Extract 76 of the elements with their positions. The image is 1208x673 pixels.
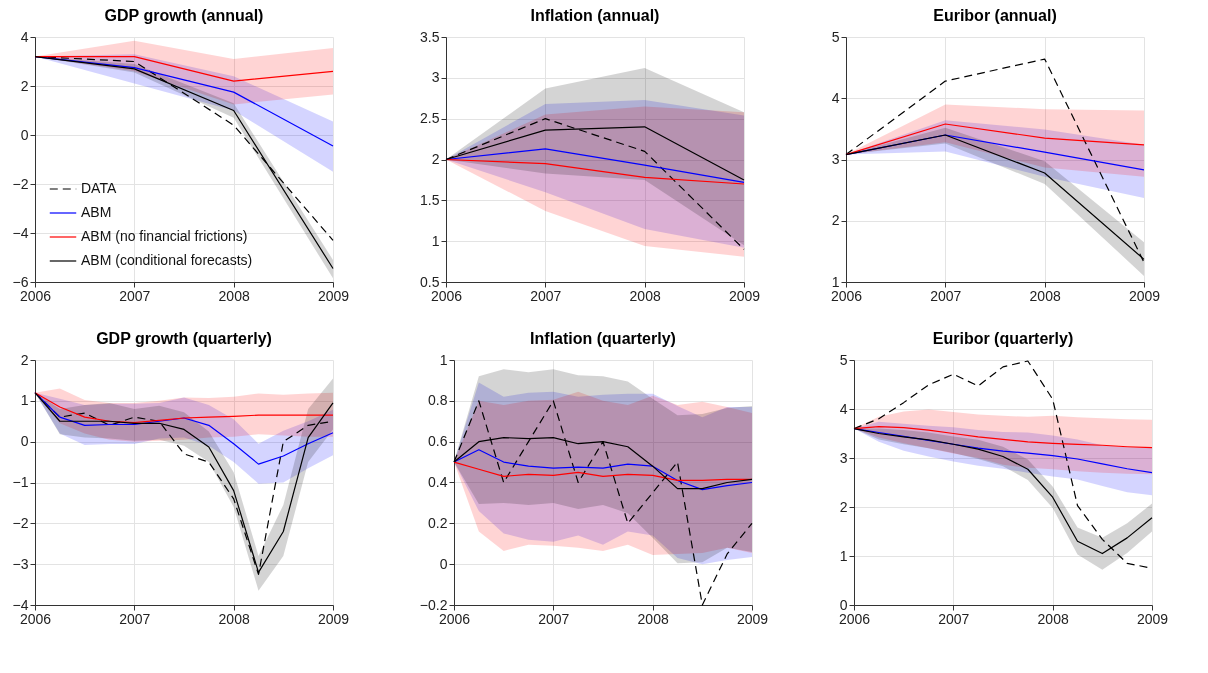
- y-tick-label: 3: [831, 151, 840, 167]
- x-tick-label: 2006: [838, 610, 871, 627]
- y-tick-label: 0: [439, 555, 448, 572]
- x-tick-label: 2006: [19, 610, 52, 627]
- y-tick-label: 0.8: [428, 392, 448, 409]
- y-tick-label: 0: [20, 433, 29, 450]
- chart-title: Inflation (quarterly): [530, 330, 676, 347]
- x-tick-label: 2007: [538, 610, 570, 627]
- y-tick-label: 4: [839, 400, 848, 417]
- y-tick-label: 2: [839, 498, 848, 515]
- line-series: [845, 123, 1145, 156]
- y-tick-label: 4: [831, 89, 840, 106]
- x-tick-label: 2009: [317, 287, 350, 304]
- y-tick-label: 0.2: [428, 514, 448, 531]
- chart-title: Euribor (annual): [933, 7, 1057, 24]
- y-tick-label: 3: [431, 69, 440, 86]
- x-tick-label: 2007: [119, 287, 151, 304]
- x-tick-label: 2006: [830, 287, 863, 304]
- y-tick-label: 0: [839, 596, 848, 613]
- y-tick-label: −2: [12, 514, 29, 531]
- x-tick-label: 2006: [19, 287, 52, 304]
- y-tick-label: 1: [839, 547, 848, 564]
- x-tick-label: 2009: [1136, 610, 1169, 627]
- x-tick-label: 2009: [1128, 287, 1161, 304]
- y-tick-label: 0.5: [420, 273, 440, 290]
- x-tick-label: 2007: [938, 610, 970, 627]
- legend-label: ABM (no financial frictions): [81, 228, 248, 244]
- y-tick-label: 0.6: [428, 433, 448, 450]
- legend-label: DATA: [81, 180, 117, 196]
- x-tick-label: 2009: [317, 610, 350, 627]
- y-tick-label: −3: [12, 555, 29, 572]
- y-tick-label: 4: [20, 28, 29, 45]
- x-tick-label: 2008: [218, 610, 250, 627]
- y-tick-label: 0.4: [428, 474, 448, 490]
- y-tick-label: 3.5: [420, 28, 440, 45]
- y-tick-label: 2: [431, 151, 440, 167]
- y-tick-label: 5: [831, 28, 840, 45]
- chart-title: Euribor (quarterly): [932, 330, 1074, 347]
- y-tick-label: 2: [20, 77, 29, 94]
- chart-title: GDP growth (annual): [104, 7, 264, 24]
- y-tick-label: −2: [12, 175, 29, 192]
- y-tick-label: 1: [431, 232, 440, 249]
- x-tick-label: 2006: [430, 287, 463, 304]
- line-series: [34, 392, 334, 424]
- x-tick-label: 2009: [736, 610, 769, 627]
- x-tick-label: 2008: [1029, 287, 1061, 304]
- y-tick-label: −4: [12, 224, 29, 241]
- x-tick-label: 2008: [637, 610, 669, 627]
- legend-label: ABM: [81, 204, 112, 220]
- y-tick-label: −1: [12, 474, 29, 490]
- legend-label: ABM (conditional forecasts): [81, 252, 253, 268]
- x-tick-label: 2007: [930, 287, 962, 304]
- y-tick-label: 1: [831, 273, 840, 290]
- line-series: [453, 449, 753, 491]
- y-tick-label: −0.2: [419, 596, 448, 613]
- y-tick-label: 2.5: [420, 110, 440, 127]
- y-tick-label: −4: [12, 596, 29, 613]
- line-series: [445, 158, 745, 185]
- chart-title: Inflation (annual): [530, 7, 660, 24]
- x-tick-label: 2007: [530, 287, 562, 304]
- chart-title: GDP growth (quarterly): [96, 330, 272, 347]
- y-tick-label: 1: [439, 351, 448, 368]
- y-tick-label: 0: [20, 126, 29, 143]
- y-tick-label: 2: [831, 212, 840, 229]
- y-tick-label: 5: [839, 351, 848, 368]
- x-tick-label: 2008: [629, 287, 661, 304]
- x-tick-label: 2008: [1037, 610, 1069, 627]
- y-tick-label: 3: [839, 449, 848, 466]
- x-tick-label: 2009: [728, 287, 761, 304]
- y-tick-label: 1.5: [420, 191, 440, 208]
- x-tick-label: 2007: [119, 610, 151, 627]
- x-tick-label: 2006: [438, 610, 471, 627]
- x-tick-label: 2008: [218, 287, 250, 304]
- y-tick-label: −6: [12, 273, 29, 290]
- y-tick-label: 1: [20, 392, 29, 409]
- y-tick-label: 2: [20, 351, 29, 368]
